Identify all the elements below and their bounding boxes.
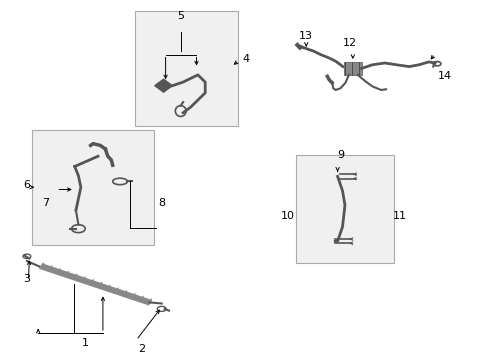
Bar (135, 11, 238, 126)
Text: 11: 11 (392, 211, 406, 221)
Text: 6: 6 (24, 180, 30, 190)
Text: 4: 4 (243, 54, 249, 64)
Bar (344, 62, 362, 75)
Text: 13: 13 (299, 31, 313, 41)
Text: 14: 14 (438, 71, 452, 81)
Text: 9: 9 (337, 150, 344, 160)
Text: 7: 7 (42, 198, 49, 208)
Polygon shape (155, 79, 172, 92)
Bar (296, 155, 394, 263)
Text: 12: 12 (343, 38, 357, 48)
Text: 1: 1 (82, 338, 89, 348)
Text: 5: 5 (177, 11, 184, 21)
Text: 8: 8 (158, 198, 165, 208)
Bar (32, 130, 154, 245)
Text: 10: 10 (281, 211, 295, 221)
Text: 3: 3 (24, 274, 30, 284)
Text: 2: 2 (139, 344, 146, 354)
